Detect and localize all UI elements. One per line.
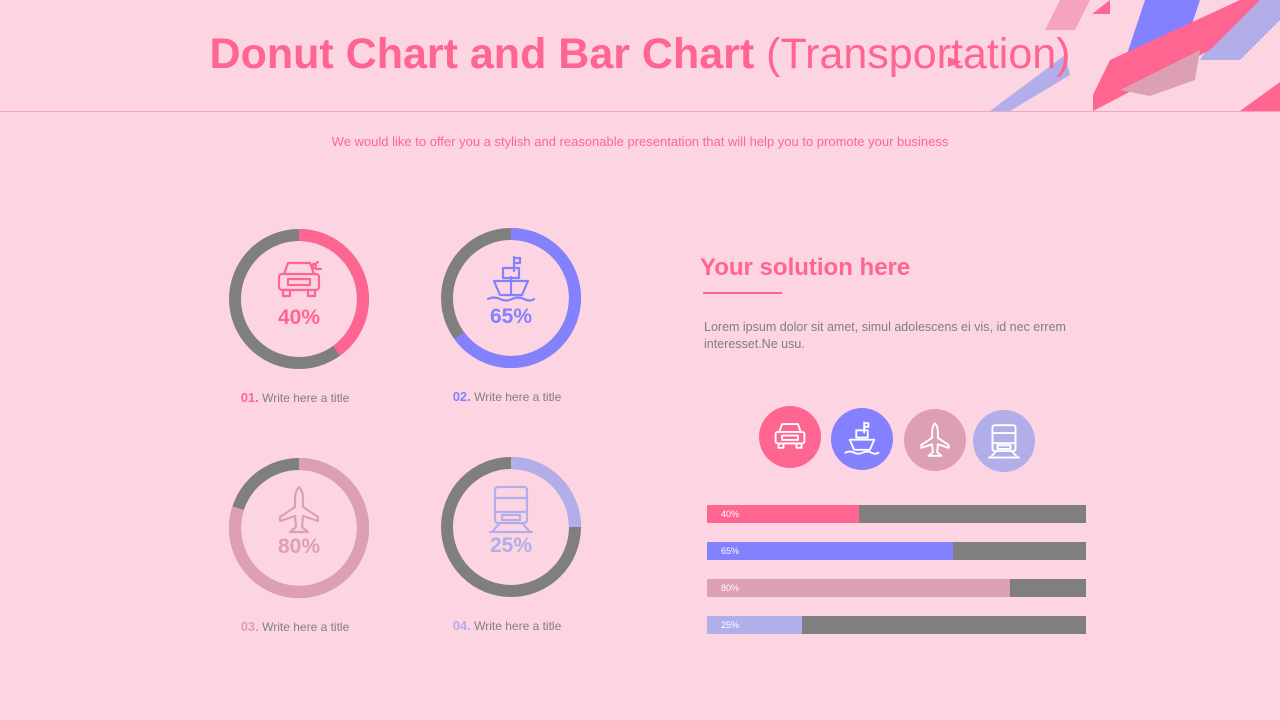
- airplane-circle: [904, 409, 966, 471]
- bar-label-2: 65%: [721, 546, 740, 556]
- donut-arc-3: [229, 458, 369, 598]
- page-title: Donut Chart and Bar Chart (Transportatio…: [209, 30, 1071, 78]
- solution-title: Your solution here: [700, 254, 911, 281]
- donut-caption-4: 04. Write here a title: [452, 618, 562, 633]
- bar-track-3: 80%: [707, 579, 1086, 597]
- ship-icon: [844, 421, 880, 455]
- donut-percent-4: 25%: [489, 534, 533, 557]
- donut-percent-2: 65%: [489, 305, 533, 328]
- solution-body: Lorem ipsum dolor sit amet, simul adoles…: [704, 320, 1066, 351]
- car-icon: [774, 423, 806, 449]
- donut-arc-2: [441, 228, 581, 368]
- bar-fill-4: [707, 616, 802, 634]
- ship-icon: [486, 255, 536, 302]
- ship-circle: [831, 408, 893, 470]
- bar-label-3: 80%: [721, 583, 740, 593]
- header-divider: [0, 111, 1280, 112]
- donut-chart-3: 80%: [226, 455, 372, 601]
- donut-chart-4: 25%: [438, 454, 584, 600]
- donut-percent-1: 40%: [277, 306, 321, 329]
- donut-caption-2: 02. Write here a title: [452, 389, 562, 404]
- bar-label-1: 40%: [721, 509, 740, 519]
- airplane-icon: [920, 422, 950, 457]
- donut-caption-3: 03. Write here a title: [240, 619, 350, 634]
- bar-label-4: 25%: [721, 620, 740, 630]
- bar-fill-3: [707, 579, 1011, 597]
- donut-chart-1: 40%: [226, 226, 372, 372]
- donut-percent-3: 80%: [277, 535, 321, 558]
- bar-fill-2: [707, 542, 954, 560]
- train-icon: [488, 485, 534, 534]
- donut-arc-1: [229, 229, 369, 369]
- donut-arc-4: [441, 457, 581, 597]
- bar-track-2: 65%: [707, 542, 1086, 560]
- train-icon: [987, 424, 1021, 459]
- cursor-arrow-icon: [948, 57, 962, 67]
- solution-underline: [703, 292, 782, 294]
- car-icon: [277, 260, 323, 298]
- donut-caption-1: 01. Write here a title: [240, 390, 350, 405]
- donut-chart-2: 65%: [438, 225, 584, 371]
- bar-track-1: 40%: [707, 505, 1086, 523]
- train-circle: [973, 410, 1035, 472]
- car-circle: [759, 406, 821, 468]
- bar-fill-1: [707, 505, 859, 523]
- bar-track-4: 25%: [707, 616, 1086, 634]
- page-subtitle: We would like to offer you a stylish and…: [331, 134, 949, 149]
- airplane-icon: [278, 485, 320, 534]
